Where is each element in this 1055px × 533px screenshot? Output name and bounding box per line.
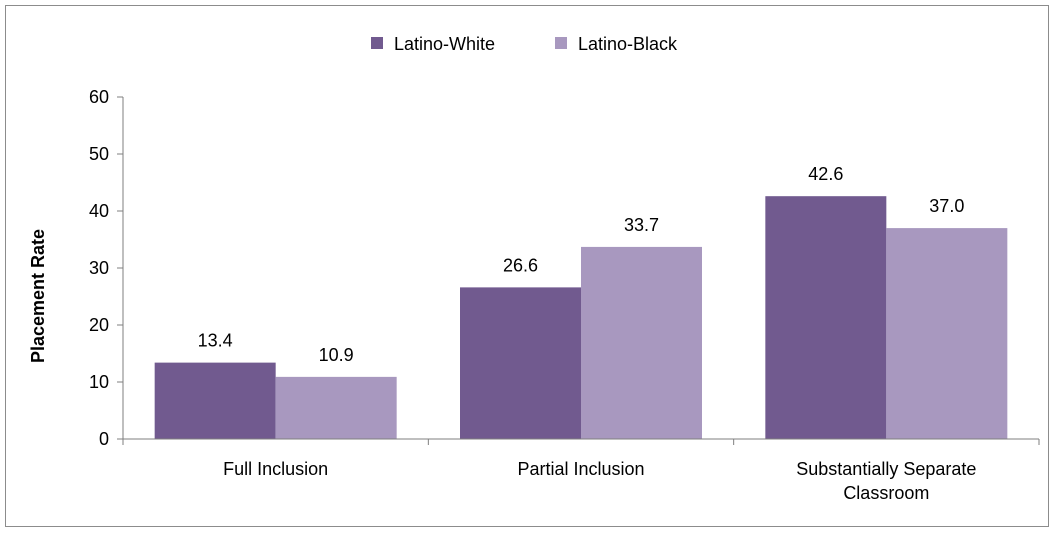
category-label: Classroom — [843, 483, 929, 503]
legend-label: Latino-Black — [578, 34, 678, 54]
legend: Latino-White Latino-Black — [371, 34, 678, 54]
y-axis: 0 10 20 30 40 50 60 — [89, 87, 124, 449]
y-tick-label: 60 — [89, 87, 109, 107]
bar-latino-white — [460, 287, 581, 439]
legend-swatch — [371, 37, 383, 49]
legend-swatch — [555, 37, 567, 49]
bar-latino-black — [275, 376, 397, 439]
data-label: 26.6 — [503, 255, 538, 275]
y-tick-label: 40 — [89, 201, 109, 221]
data-label: 33.7 — [624, 215, 659, 235]
x-axis: Full Inclusion Partial Inclusion Substanti… — [122, 438, 1040, 503]
y-tick-label: 20 — [89, 315, 109, 335]
category-label: Full Inclusion — [223, 459, 328, 479]
bar-latino-white — [765, 196, 887, 439]
y-axis-title: Placement Rate — [28, 229, 48, 363]
category-label: Substantially Separate — [796, 459, 976, 479]
data-label: 13.4 — [198, 331, 233, 351]
y-tick-label: 0 — [99, 429, 109, 449]
bar-latino-white — [154, 362, 276, 439]
y-tick-label: 30 — [89, 258, 109, 278]
data-label: 10.9 — [319, 345, 354, 365]
legend-label: Latino-White — [394, 34, 495, 54]
y-tick-label: 50 — [89, 144, 109, 164]
data-label: 37.0 — [929, 196, 964, 216]
category-label: Partial Inclusion — [517, 459, 644, 479]
bar-latino-black — [886, 228, 1008, 439]
data-label: 42.6 — [808, 164, 843, 184]
bar-latino-black — [581, 246, 702, 439]
data-labels: 13.4 10.9 26.6 33.7 42.6 37.0 — [198, 164, 965, 365]
y-tick-label: 10 — [89, 372, 109, 392]
bars — [154, 196, 1008, 439]
